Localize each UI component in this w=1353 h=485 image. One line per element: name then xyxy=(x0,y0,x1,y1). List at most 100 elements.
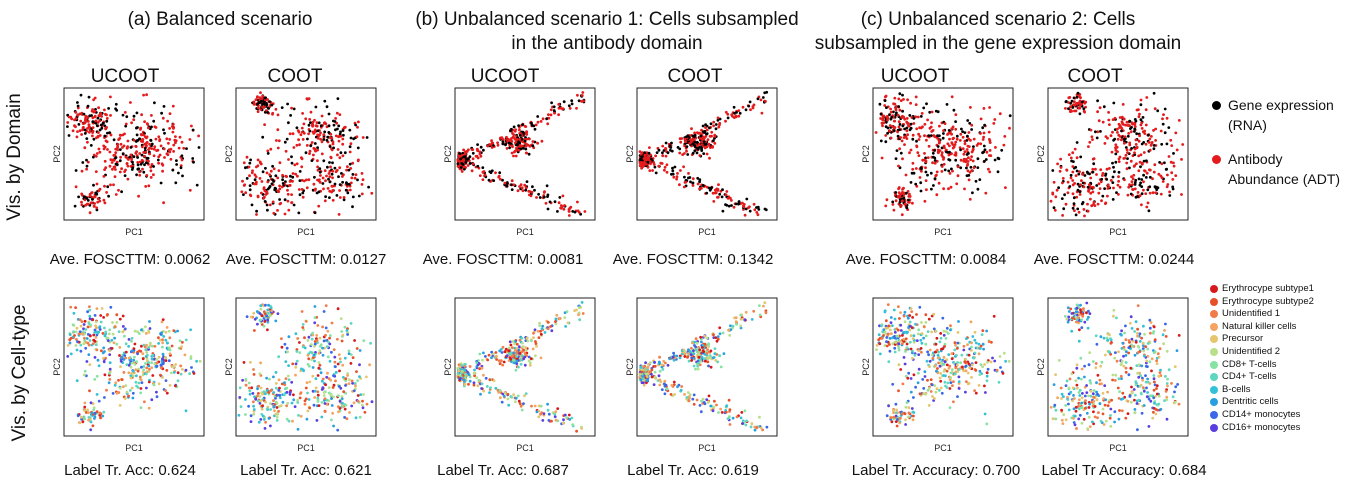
scatter-point xyxy=(277,169,281,172)
scatter-point xyxy=(1142,188,1145,192)
scatter-point xyxy=(1074,213,1078,217)
scatter-point xyxy=(105,388,108,392)
scatter-point xyxy=(1145,171,1149,175)
scatter-point xyxy=(302,122,306,126)
scatter-point xyxy=(270,103,274,107)
scatter-point xyxy=(256,399,260,403)
scatter-point xyxy=(659,161,663,165)
scatter-point xyxy=(79,119,83,123)
scatter-point xyxy=(1086,185,1090,189)
scatter-point xyxy=(521,144,524,148)
scatter-point xyxy=(1112,101,1116,105)
scatter-point xyxy=(338,132,342,136)
scatter-point xyxy=(1003,135,1007,138)
scatter-point xyxy=(717,411,720,414)
scatter-point xyxy=(1109,179,1113,182)
scatter-point xyxy=(734,202,738,206)
scatter-point xyxy=(885,106,888,109)
scatter-point xyxy=(466,157,470,161)
scatter-point xyxy=(891,125,894,128)
scatter-point xyxy=(270,309,274,313)
scatter-point xyxy=(942,156,946,160)
scatter-point xyxy=(693,140,697,144)
x-axis-label: PC1 xyxy=(297,227,315,237)
scatter-point xyxy=(157,342,160,345)
scatter-point xyxy=(702,140,706,144)
scatter-point xyxy=(140,113,143,117)
scatter-point xyxy=(1071,165,1075,168)
scatter-point xyxy=(490,146,494,149)
scatter-point xyxy=(291,419,294,423)
scatter-point xyxy=(95,192,99,196)
scatter-point xyxy=(342,390,346,394)
scatter-point xyxy=(475,376,479,380)
scatter-point xyxy=(278,396,282,400)
scatter-point xyxy=(92,408,96,412)
scatter-point xyxy=(132,118,136,122)
scatter-point xyxy=(104,112,107,116)
scatter-point xyxy=(172,371,176,374)
scatter-point xyxy=(521,189,525,193)
scatter-point xyxy=(1137,139,1141,143)
scatter-point xyxy=(954,113,958,116)
scatter-point xyxy=(364,375,368,379)
scatter-point xyxy=(882,121,886,125)
scatter-point xyxy=(342,198,346,202)
scatter-point xyxy=(183,353,187,357)
scatter-point xyxy=(148,152,151,156)
scatter-point xyxy=(1071,206,1075,210)
scatter-point xyxy=(1094,130,1097,134)
scatter-point xyxy=(1066,191,1070,195)
scatter-point xyxy=(317,121,321,125)
scatter-point xyxy=(1181,143,1185,146)
scatter-point xyxy=(561,194,565,198)
scatter-point xyxy=(478,152,482,156)
scatter-point xyxy=(982,135,985,139)
scatter-point xyxy=(326,329,330,333)
scatter-point xyxy=(498,388,502,392)
scatter-point xyxy=(290,401,294,405)
scatter-point xyxy=(189,357,193,360)
scatter-point xyxy=(488,391,491,394)
scatter-point xyxy=(253,329,256,332)
scatter-point xyxy=(952,136,955,140)
scatter-point xyxy=(538,321,541,325)
scatter-point xyxy=(287,419,291,423)
scatter-point xyxy=(459,166,463,169)
scatter-point xyxy=(365,402,369,406)
scatter-point xyxy=(74,169,78,172)
scatter-point xyxy=(940,151,944,155)
scatter-point xyxy=(967,152,970,155)
scatter-point xyxy=(523,124,527,128)
scatter-point xyxy=(1167,155,1171,158)
scatter-point xyxy=(700,128,703,132)
scatter-point xyxy=(930,110,934,114)
scatter-point xyxy=(271,178,274,182)
scatter-point xyxy=(1080,202,1084,206)
scatter-point xyxy=(1008,114,1012,118)
scatter-point xyxy=(530,123,534,127)
scatter-point xyxy=(184,409,188,413)
scatter-point xyxy=(108,131,111,135)
scatter-point xyxy=(346,165,349,169)
scatter-point xyxy=(110,161,114,164)
scatter-point xyxy=(737,200,741,203)
scatter-point xyxy=(539,332,543,336)
scatter-point xyxy=(513,361,516,365)
scatter-point xyxy=(266,208,269,212)
scatter-point xyxy=(131,396,135,400)
scatter-point xyxy=(146,353,149,357)
scatter-point xyxy=(313,345,316,348)
scatter-point xyxy=(678,356,682,360)
scatter-point xyxy=(264,166,267,170)
scatter-point xyxy=(124,122,128,126)
scatter-point xyxy=(563,316,567,319)
scatter-point xyxy=(341,363,345,367)
scatter-point xyxy=(928,110,932,114)
scatter-point xyxy=(252,368,255,371)
scatter-point xyxy=(520,354,524,357)
scatter-point xyxy=(1088,172,1091,176)
scatter-point xyxy=(249,360,252,364)
scatter-point xyxy=(337,385,341,388)
scatter-point xyxy=(254,98,258,101)
